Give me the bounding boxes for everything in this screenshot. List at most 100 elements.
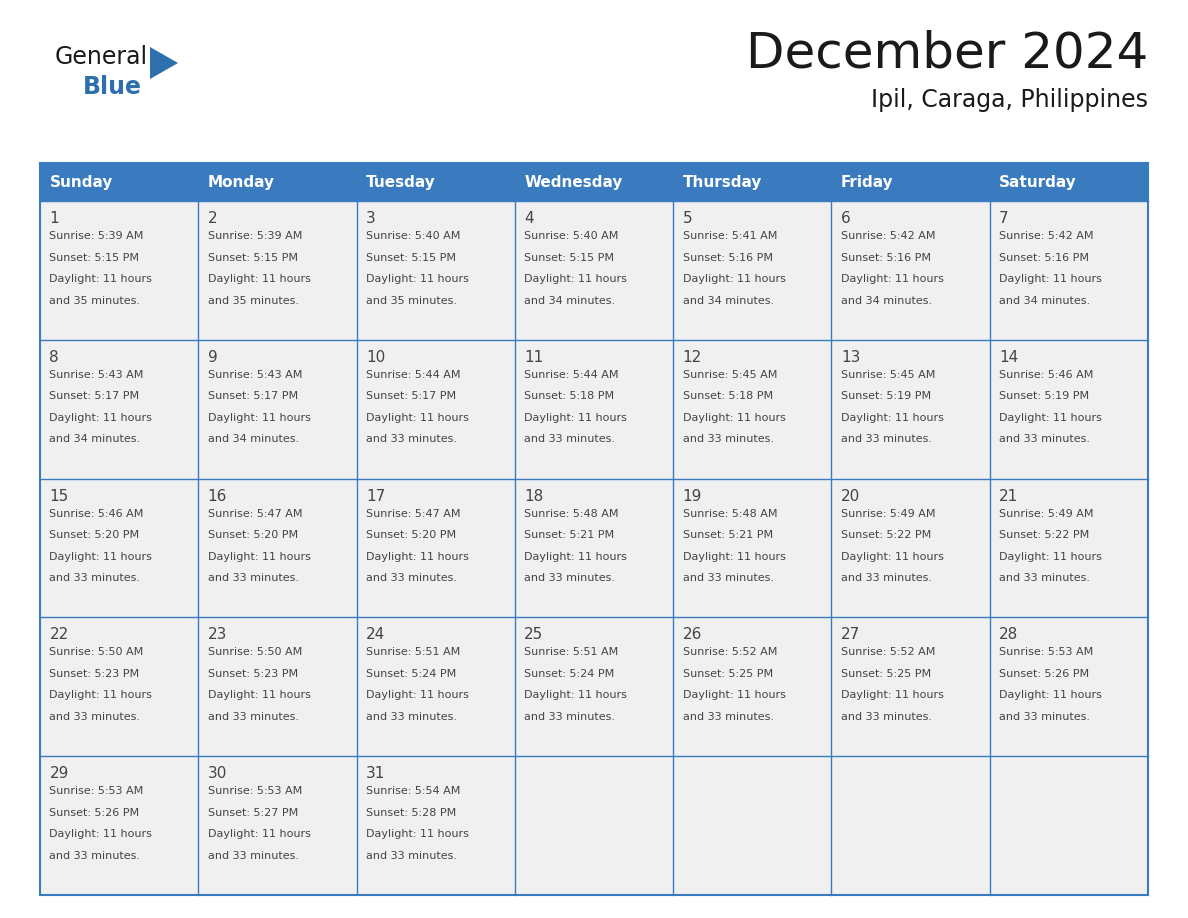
Bar: [40, 618, 198, 756]
Text: Sunrise: 5:49 AM: Sunrise: 5:49 AM: [999, 509, 1094, 519]
Bar: [674, 618, 832, 756]
Text: and 33 minutes.: and 33 minutes.: [366, 851, 457, 861]
Text: Sunset: 5:19 PM: Sunset: 5:19 PM: [841, 391, 931, 401]
Text: 26: 26: [683, 627, 702, 643]
Text: Daylight: 11 hours: Daylight: 11 hours: [524, 413, 627, 423]
Text: Daylight: 11 hours: Daylight: 11 hours: [683, 552, 785, 562]
Text: Daylight: 11 hours: Daylight: 11 hours: [524, 690, 627, 700]
Text: and 33 minutes.: and 33 minutes.: [683, 434, 773, 444]
Text: Sunset: 5:21 PM: Sunset: 5:21 PM: [524, 530, 614, 540]
Text: and 34 minutes.: and 34 minutes.: [841, 296, 933, 306]
Text: Daylight: 11 hours: Daylight: 11 hours: [841, 274, 943, 284]
Text: 24: 24: [366, 627, 385, 643]
Text: Sunrise: 5:45 AM: Sunrise: 5:45 AM: [841, 370, 935, 380]
Text: Ipil, Caraga, Philippines: Ipil, Caraga, Philippines: [871, 88, 1148, 112]
Text: Sunset: 5:20 PM: Sunset: 5:20 PM: [50, 530, 140, 540]
Text: Daylight: 11 hours: Daylight: 11 hours: [366, 690, 469, 700]
Text: 16: 16: [208, 488, 227, 504]
Text: Sunset: 5:24 PM: Sunset: 5:24 PM: [524, 669, 614, 679]
Text: Daylight: 11 hours: Daylight: 11 hours: [366, 552, 469, 562]
Text: 28: 28: [999, 627, 1018, 643]
Text: Daylight: 11 hours: Daylight: 11 hours: [683, 690, 785, 700]
Text: Sunset: 5:22 PM: Sunset: 5:22 PM: [841, 530, 931, 540]
Text: Daylight: 11 hours: Daylight: 11 hours: [999, 413, 1102, 423]
Text: Daylight: 11 hours: Daylight: 11 hours: [208, 274, 310, 284]
Text: and 34 minutes.: and 34 minutes.: [50, 434, 140, 444]
Text: 17: 17: [366, 488, 385, 504]
Text: 11: 11: [524, 350, 544, 364]
Text: Daylight: 11 hours: Daylight: 11 hours: [50, 690, 152, 700]
Text: Daylight: 11 hours: Daylight: 11 hours: [999, 274, 1102, 284]
Bar: [40, 163, 1148, 201]
Text: 13: 13: [841, 350, 860, 364]
Text: Sunset: 5:24 PM: Sunset: 5:24 PM: [366, 669, 456, 679]
Text: Sunrise: 5:47 AM: Sunrise: 5:47 AM: [366, 509, 461, 519]
Text: Sunset: 5:15 PM: Sunset: 5:15 PM: [366, 252, 456, 263]
Text: Sunset: 5:20 PM: Sunset: 5:20 PM: [208, 530, 298, 540]
Bar: [198, 756, 356, 895]
Text: Sunrise: 5:53 AM: Sunrise: 5:53 AM: [50, 786, 144, 796]
Text: Sunrise: 5:52 AM: Sunrise: 5:52 AM: [683, 647, 777, 657]
Bar: [40, 201, 198, 340]
Text: Sunset: 5:16 PM: Sunset: 5:16 PM: [683, 252, 772, 263]
Bar: [514, 618, 674, 756]
Text: Sunrise: 5:50 AM: Sunrise: 5:50 AM: [50, 647, 144, 657]
Text: Thursday: Thursday: [683, 174, 762, 189]
Bar: [990, 618, 1148, 756]
Text: Sunrise: 5:42 AM: Sunrise: 5:42 AM: [841, 231, 935, 241]
Text: Daylight: 11 hours: Daylight: 11 hours: [50, 413, 152, 423]
Text: Saturday: Saturday: [999, 174, 1078, 189]
Text: 8: 8: [50, 350, 59, 364]
Text: 27: 27: [841, 627, 860, 643]
Text: 31: 31: [366, 767, 385, 781]
Bar: [514, 478, 674, 618]
Text: and 34 minutes.: and 34 minutes.: [208, 434, 299, 444]
Text: 4: 4: [524, 211, 533, 226]
Text: Sunrise: 5:46 AM: Sunrise: 5:46 AM: [999, 370, 1094, 380]
Text: Daylight: 11 hours: Daylight: 11 hours: [841, 552, 943, 562]
Bar: [832, 618, 990, 756]
Text: Sunrise: 5:45 AM: Sunrise: 5:45 AM: [683, 370, 777, 380]
Bar: [832, 340, 990, 478]
Text: Sunset: 5:18 PM: Sunset: 5:18 PM: [524, 391, 614, 401]
Text: Sunrise: 5:53 AM: Sunrise: 5:53 AM: [208, 786, 302, 796]
Bar: [40, 478, 198, 618]
Bar: [198, 478, 356, 618]
Bar: [514, 340, 674, 478]
Bar: [356, 756, 514, 895]
Text: Sunset: 5:16 PM: Sunset: 5:16 PM: [841, 252, 931, 263]
Text: and 33 minutes.: and 33 minutes.: [524, 712, 615, 722]
Text: Daylight: 11 hours: Daylight: 11 hours: [683, 274, 785, 284]
Text: 14: 14: [999, 350, 1018, 364]
Text: December 2024: December 2024: [746, 30, 1148, 78]
Text: Daylight: 11 hours: Daylight: 11 hours: [208, 552, 310, 562]
Text: Sunset: 5:15 PM: Sunset: 5:15 PM: [208, 252, 298, 263]
Text: 29: 29: [50, 767, 69, 781]
Text: Daylight: 11 hours: Daylight: 11 hours: [208, 829, 310, 839]
Text: and 33 minutes.: and 33 minutes.: [841, 573, 931, 583]
Bar: [990, 756, 1148, 895]
Text: Sunrise: 5:48 AM: Sunrise: 5:48 AM: [683, 509, 777, 519]
Text: Sunset: 5:28 PM: Sunset: 5:28 PM: [366, 808, 456, 818]
Text: Sunset: 5:21 PM: Sunset: 5:21 PM: [683, 530, 772, 540]
Text: 12: 12: [683, 350, 702, 364]
Bar: [356, 340, 514, 478]
Text: Sunrise: 5:39 AM: Sunrise: 5:39 AM: [208, 231, 302, 241]
Text: and 35 minutes.: and 35 minutes.: [366, 296, 457, 306]
Bar: [832, 756, 990, 895]
Text: 20: 20: [841, 488, 860, 504]
Text: Daylight: 11 hours: Daylight: 11 hours: [50, 829, 152, 839]
Bar: [832, 478, 990, 618]
Text: Daylight: 11 hours: Daylight: 11 hours: [366, 413, 469, 423]
Text: Daylight: 11 hours: Daylight: 11 hours: [841, 413, 943, 423]
Text: and 35 minutes.: and 35 minutes.: [208, 296, 299, 306]
Text: and 35 minutes.: and 35 minutes.: [50, 296, 140, 306]
Bar: [356, 478, 514, 618]
Text: Sunday: Sunday: [50, 174, 113, 189]
Text: and 33 minutes.: and 33 minutes.: [999, 434, 1091, 444]
Text: 23: 23: [208, 627, 227, 643]
Text: Sunrise: 5:43 AM: Sunrise: 5:43 AM: [50, 370, 144, 380]
Text: Daylight: 11 hours: Daylight: 11 hours: [366, 829, 469, 839]
Bar: [990, 201, 1148, 340]
Text: Sunset: 5:17 PM: Sunset: 5:17 PM: [208, 391, 298, 401]
